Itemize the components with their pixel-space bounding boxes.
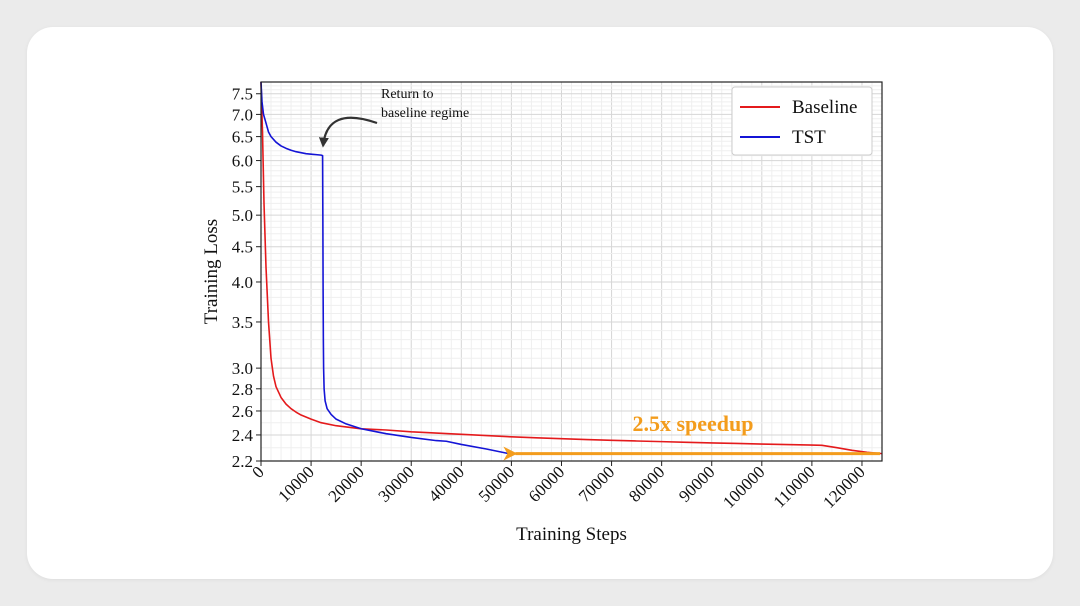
x-tick-label: 80000 [625,462,668,505]
x-tick-label: 60000 [525,462,568,505]
legend: Baseline TST [731,86,873,156]
y-tick-label: 3.0 [232,359,253,378]
y-tick-label: 6.0 [232,152,253,171]
x-tick-label: 100000 [719,462,768,511]
y-tick-label: 2.4 [232,426,254,445]
annotation-return-line2: baseline regime [381,106,469,121]
y-tick-label: 2.8 [232,380,253,399]
x-tick-label: 110000 [770,462,819,511]
speedup-label: 2.5x speedup [632,411,753,436]
x-tick-label: 20000 [325,462,368,505]
annotations: Return to baseline regime 2.5x speedup [318,87,880,461]
y-tick-label: 7.5 [232,85,253,104]
x-tick-label: 50000 [475,462,518,505]
x-tick-label: 120000 [819,462,868,511]
x-tick-label: 70000 [575,462,618,505]
y-tick-label: 3.5 [232,313,253,332]
x-axis-title: Training Steps [516,524,627,545]
training-loss-chart: 0 10000 20000 30000 40000 50000 60000 70000 8000… [201,81,883,545]
series-line-tst [260,81,510,455]
y-tick-label: 5.5 [232,178,253,197]
x-tick-label: 90000 [675,462,718,505]
x-tick-label: 40000 [425,462,468,505]
y-axis-title: Training Loss [201,219,222,324]
legend-label-tst: TST [792,127,826,148]
y-tick-label: 2.6 [232,402,253,421]
plot-frame [260,81,883,462]
y-tick-label: 4.0 [232,273,253,292]
figure-card: 0 10000 20000 30000 40000 50000 60000 70000 8000… [27,27,1053,579]
legend-label-baseline: Baseline [792,97,857,118]
x-tick-label: 10000 [274,462,317,505]
y-tick-label: 2.2 [232,452,253,471]
x-tick-label: 30000 [375,462,418,505]
y-tick-label: 5.0 [232,206,253,225]
series-lines [260,81,883,455]
y-tick-label: 4.5 [232,238,253,257]
series-line-baseline [260,81,883,455]
annotation-return-arrow [318,116,378,148]
annotation-return-line1: Return to [381,87,434,102]
y-tick-label: 7.0 [232,105,253,124]
y-tick-label: 6.5 [232,128,253,147]
